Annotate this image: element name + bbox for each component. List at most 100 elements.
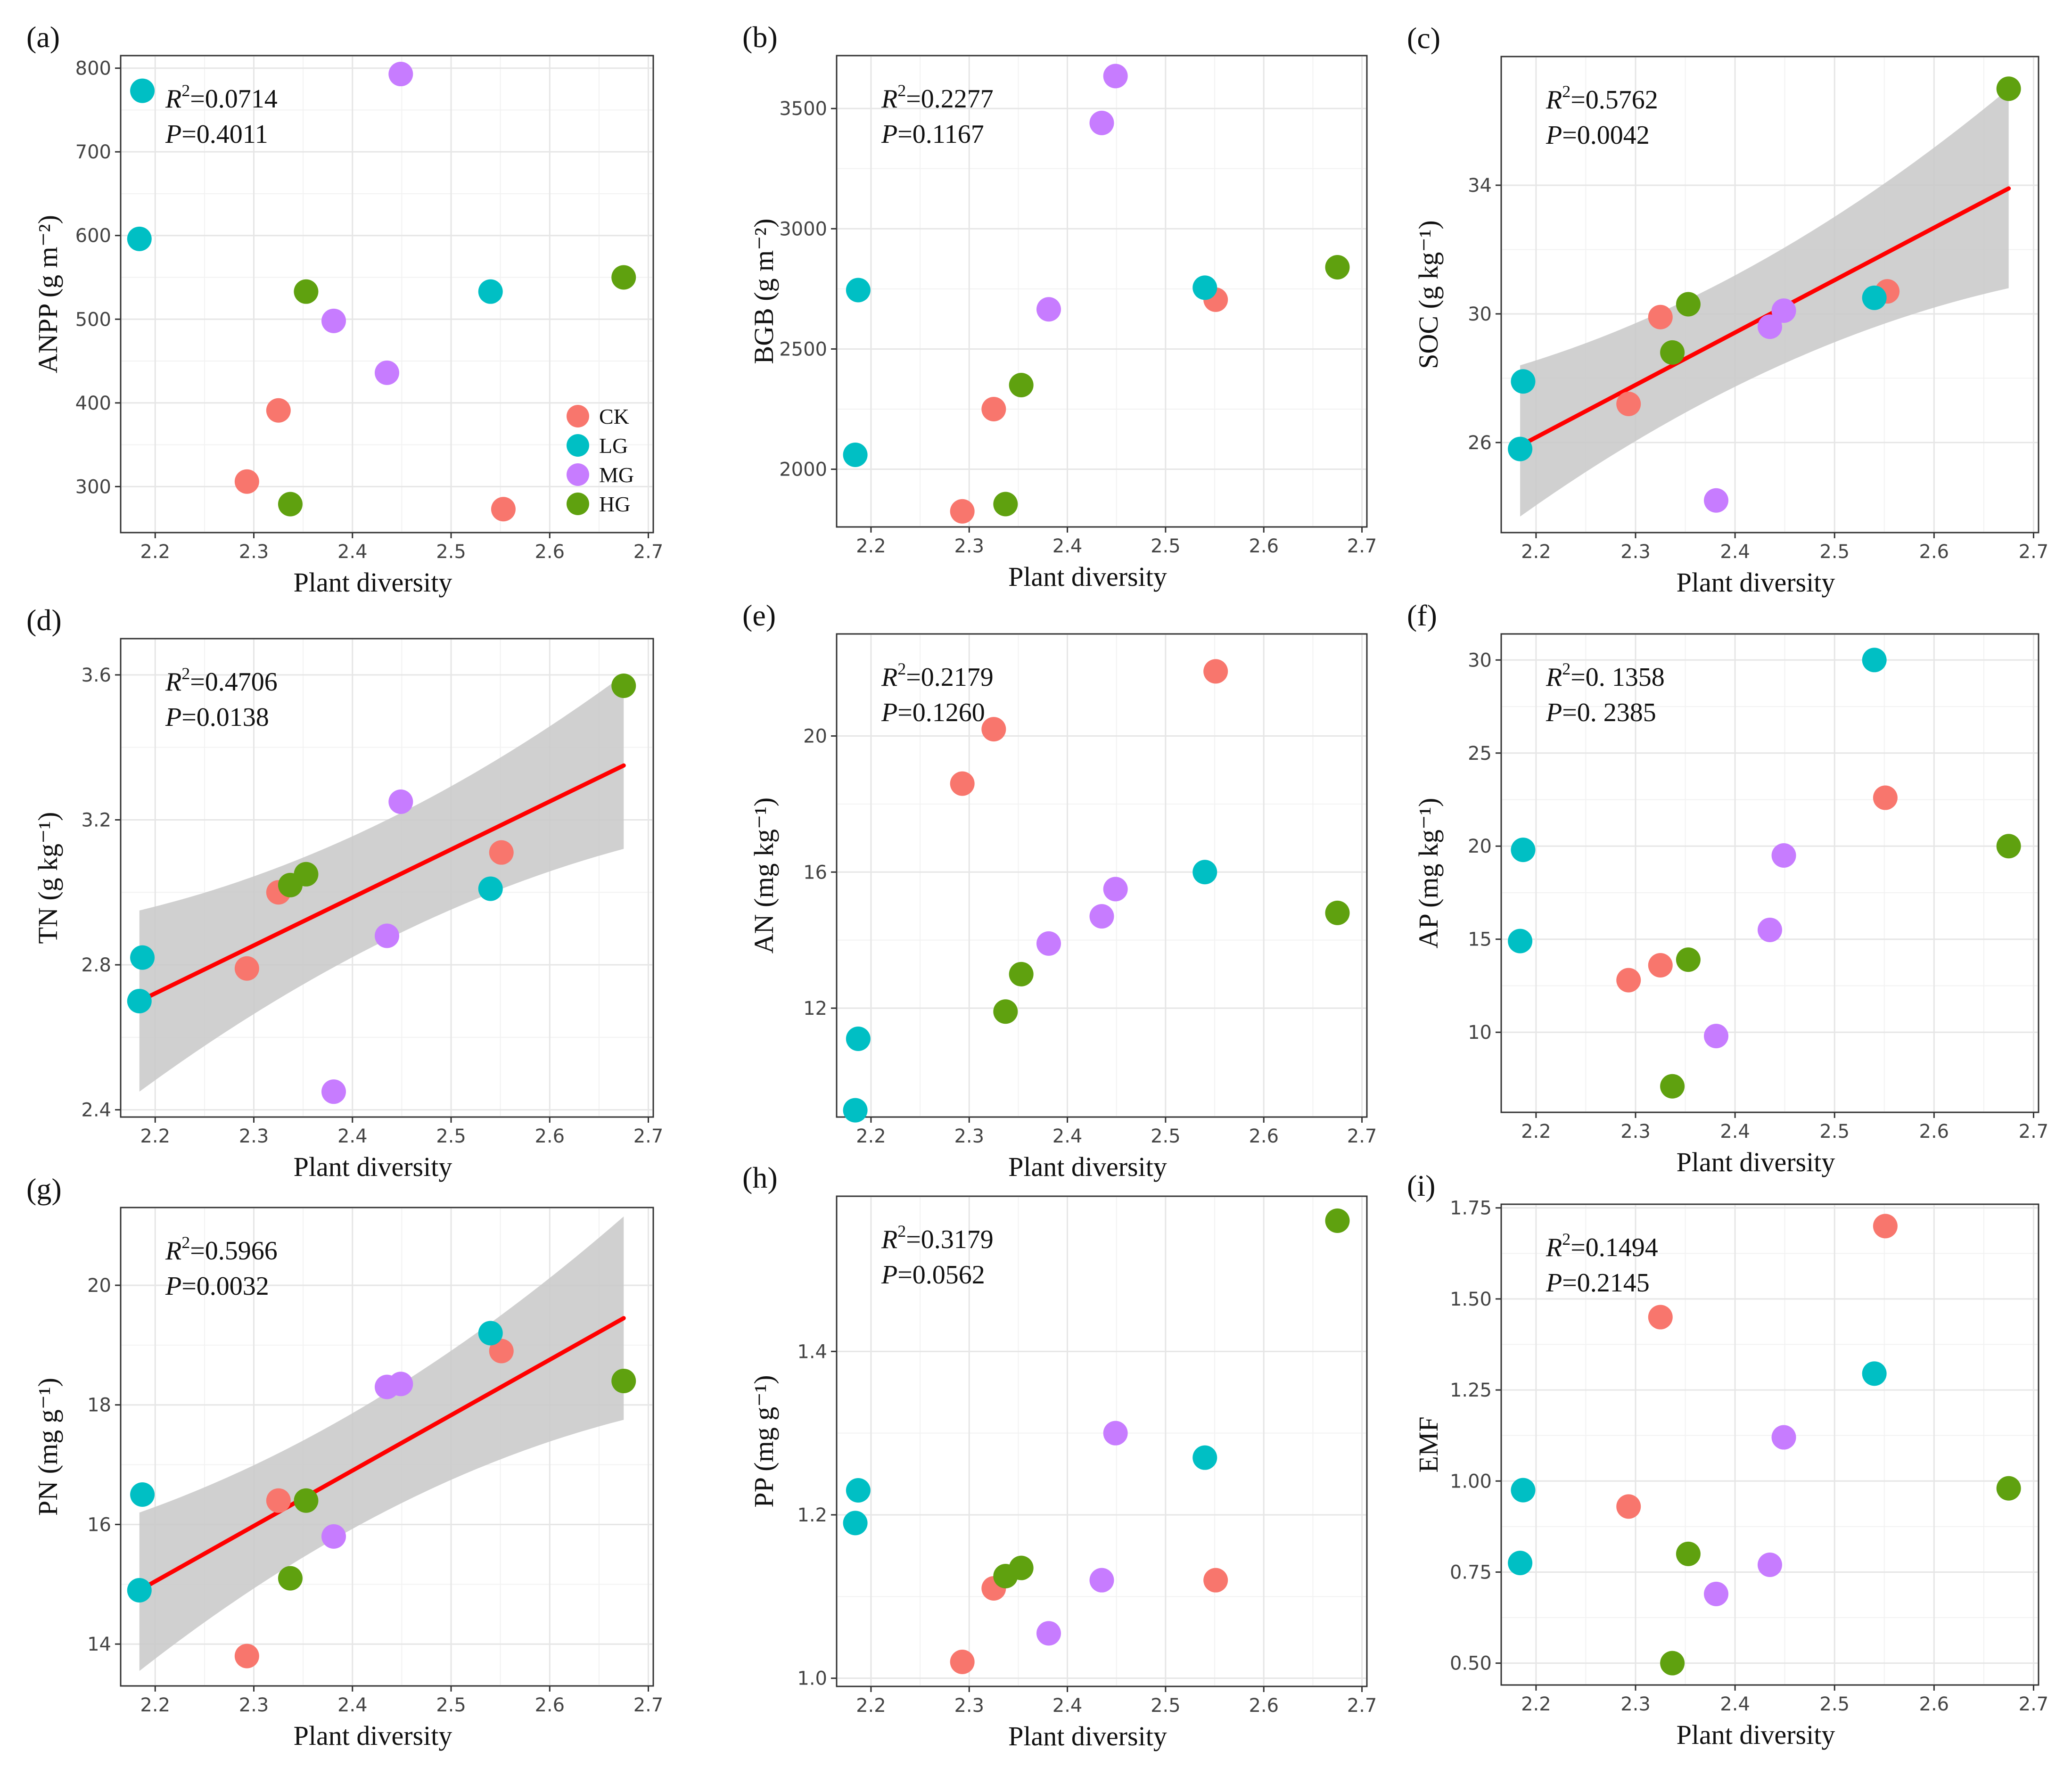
x-tick-label: 2.4	[1052, 1126, 1083, 1147]
x-tick-label: 2.4	[1720, 1121, 1750, 1142]
data-point-ck	[1873, 785, 1898, 810]
data-point-ck	[1648, 953, 1673, 978]
y-tick-label: 1.75	[1450, 1198, 1492, 1219]
p-value-label: P=0.1167	[881, 120, 984, 149]
panel-b: 2.2 2.3 2.4 2.5 2.6 2.7 2000 2500 3000 3500 R2=0.2…	[742, 20, 1377, 592]
x-tick-label: 2.4	[337, 1694, 368, 1716]
legend-label: CK	[599, 404, 629, 428]
data-point-lg	[127, 988, 152, 1013]
x-tick-label: 2.2	[140, 541, 170, 563]
data-point-lg	[1511, 1478, 1536, 1503]
y-axis-title: PN (mg g⁻¹)	[33, 1378, 63, 1516]
panel-d: 2.2 2.3 2.4 2.5 2.6 2.7 2.4 2.8 3.2 3.6 R2=0.4706 P…	[26, 603, 663, 1182]
x-axis-title: Plant diversity	[1677, 1147, 1835, 1177]
data-point-lg	[1862, 285, 1887, 310]
data-point-hg	[1996, 76, 2021, 101]
r-squared-label: R2=0.4706	[165, 664, 278, 697]
x-tick-label: 2.7	[2019, 541, 2049, 563]
data-point-hg	[294, 1488, 319, 1513]
x-tick-label: 2.7	[633, 1126, 664, 1147]
data-point-lg	[478, 279, 503, 304]
data-point-mg	[1758, 1553, 1782, 1577]
data-point-mg	[321, 1079, 346, 1104]
y-tick-label: 0.50	[1450, 1653, 1492, 1675]
legend-label: HG	[599, 492, 630, 516]
plot-area	[1500, 1203, 2039, 1686]
r-squared-label: R2=0.3179	[881, 1222, 994, 1254]
legend-key-mg	[567, 463, 589, 486]
p-value-label: P=0.4011	[165, 120, 268, 149]
y-tick-label: 0.75	[1450, 1562, 1492, 1583]
data-point-lg	[127, 1578, 152, 1603]
x-tick-label: 2.3	[1620, 1693, 1651, 1715]
panel-a: 2.2 2.3 2.4 2.5 2.6 2.7 300 400 500 600 700 800 R2=0…	[26, 20, 663, 598]
y-tick-label: 1.25	[1450, 1380, 1492, 1401]
data-point-ck	[234, 469, 259, 494]
confidence-band	[1520, 89, 2009, 517]
data-point-hg	[1996, 1476, 2021, 1501]
x-tick-label: 2.7	[1347, 535, 1377, 557]
r-squared-label: R2=0.2277	[881, 81, 994, 114]
x-tick-label: 2.4	[1720, 541, 1750, 563]
r-squared-label: R2=0.0714	[165, 81, 278, 114]
x-tick-label: 2.5	[1819, 1693, 1850, 1715]
x-tick-label: 2.5	[436, 541, 466, 563]
x-tick-label: 2.3	[239, 1126, 269, 1147]
data-point-mg	[375, 360, 399, 385]
data-point-ck	[234, 1644, 259, 1668]
data-point-hg	[611, 673, 636, 698]
confidence-band	[139, 1216, 624, 1671]
legend-key-hg	[567, 493, 589, 515]
y-tick-label: 400	[75, 393, 111, 414]
y-tick-label: 1.2	[797, 1504, 827, 1526]
x-axis-title: Plant diversity	[294, 567, 452, 598]
data-point-lg	[130, 78, 155, 103]
y-tick-label: 20	[1468, 836, 1492, 857]
data-point-hg	[1325, 900, 1350, 925]
x-tick-label: 2.6	[1919, 541, 1949, 563]
data-point-ck	[489, 840, 514, 865]
data-point-lg	[1508, 1551, 1533, 1576]
data-point-mg	[1089, 110, 1114, 135]
data-point-mg	[1036, 931, 1061, 956]
p-value-label: P=0.0562	[881, 1260, 985, 1290]
data-point-ck	[981, 397, 1006, 421]
regression-line	[137, 1316, 626, 1593]
y-tick-label: 3.2	[81, 809, 111, 831]
x-tick-label: 2.6	[1919, 1121, 1949, 1142]
panel-c: 2.2 2.3 2.4 2.5 2.6 2.7 26 30 34 R2=0.5762 P=0.004…	[1407, 21, 2048, 598]
x-tick-label: 2.6	[1249, 1126, 1279, 1147]
y-tick-label: 20	[803, 726, 827, 748]
data-point-lg	[1192, 1445, 1217, 1470]
data-point-hg	[993, 999, 1018, 1024]
data-point-mg	[1771, 1425, 1796, 1450]
data-point-lg	[846, 1478, 871, 1503]
data-point-mg	[388, 62, 413, 87]
panel-letter: (a)	[26, 20, 60, 54]
y-tick-label: 800	[75, 58, 111, 80]
data-point-ck	[266, 1488, 291, 1513]
x-tick-label: 2.7	[633, 541, 664, 563]
data-point-mg	[1758, 917, 1782, 942]
y-tick-label: 2500	[779, 338, 827, 360]
y-axis-title: AN (mg kg⁻¹)	[748, 797, 779, 954]
y-tick-label: 2000	[779, 459, 827, 481]
data-point-hg	[1676, 1541, 1701, 1566]
x-tick-label: 2.5	[1151, 1695, 1181, 1717]
data-point-ck	[1873, 1214, 1898, 1239]
data-point-mg	[1103, 877, 1128, 902]
x-axis-title: Plant diversity	[1677, 567, 1835, 598]
x-tick-label: 2.2	[140, 1126, 170, 1147]
data-point-ck	[1203, 659, 1228, 684]
y-tick-label: 1.00	[1450, 1471, 1492, 1492]
x-tick-label: 2.7	[2019, 1693, 2049, 1715]
x-tick-label: 2.4	[1052, 1695, 1083, 1717]
y-tick-label: 14	[87, 1634, 111, 1655]
x-axis-title: Plant diversity	[1008, 1721, 1167, 1751]
x-tick-label: 2.3	[239, 1694, 269, 1716]
y-tick-label: 2.8	[81, 954, 111, 976]
r-squared-label: R2=0.1494	[1546, 1230, 1658, 1262]
data-point-ck	[489, 1339, 514, 1364]
data-point-ck	[1648, 1305, 1673, 1330]
y-tick-label: 300	[75, 476, 111, 498]
